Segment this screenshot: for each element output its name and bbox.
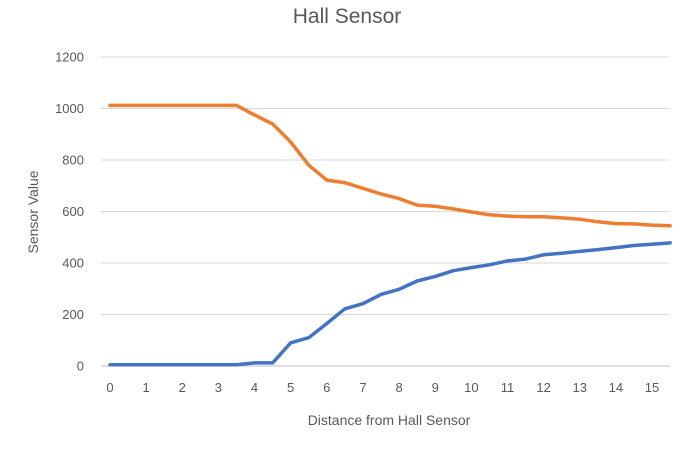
y-tick-label: 1000 bbox=[55, 101, 84, 116]
y-tick-label: 0 bbox=[77, 359, 84, 374]
y-tick-label: 400 bbox=[62, 256, 84, 271]
x-tick-label: 13 bbox=[572, 380, 586, 395]
x-tick-label: 14 bbox=[609, 380, 623, 395]
y-tick-label: 200 bbox=[62, 307, 84, 322]
x-tick-label: 3 bbox=[215, 380, 222, 395]
series-lines bbox=[108, 103, 672, 367]
x-tick-label: 4 bbox=[251, 380, 258, 395]
series-line-2 bbox=[108, 241, 672, 367]
chart-title: Hall Sensor bbox=[293, 5, 402, 28]
x-tick-label: 12 bbox=[536, 380, 550, 395]
x-tick-label: 11 bbox=[501, 380, 515, 395]
x-tick-label: 2 bbox=[179, 380, 186, 395]
x-tick-label: 9 bbox=[432, 380, 439, 395]
x-tick-label: 0 bbox=[106, 380, 113, 395]
x-axis-title: Distance from Hall Sensor bbox=[308, 412, 471, 428]
series-line-1 bbox=[108, 103, 672, 228]
x-tick-label: 5 bbox=[287, 380, 294, 395]
y-tick-label: 1200 bbox=[55, 50, 84, 65]
gridlines bbox=[101, 56, 670, 315]
x-tick-label: 7 bbox=[359, 380, 366, 395]
x-tick-label: 15 bbox=[645, 380, 659, 395]
y-tick-label: 800 bbox=[62, 153, 84, 168]
y-tick-label: 600 bbox=[62, 204, 84, 219]
x-tick-label: 6 bbox=[323, 380, 330, 395]
x-tick-label: 1 bbox=[143, 380, 150, 395]
x-tick-label: 8 bbox=[395, 380, 402, 395]
x-tick-label: 10 bbox=[464, 380, 478, 395]
y-axis-tick-labels: 0 200 400 600 800 1000 1200 bbox=[55, 50, 84, 374]
y-axis-title: Sensor Value bbox=[25, 170, 41, 253]
x-axis-tick-labels: 0 1 2 3 4 5 6 7 8 9 10 11 12 13 14 15 bbox=[106, 380, 659, 395]
